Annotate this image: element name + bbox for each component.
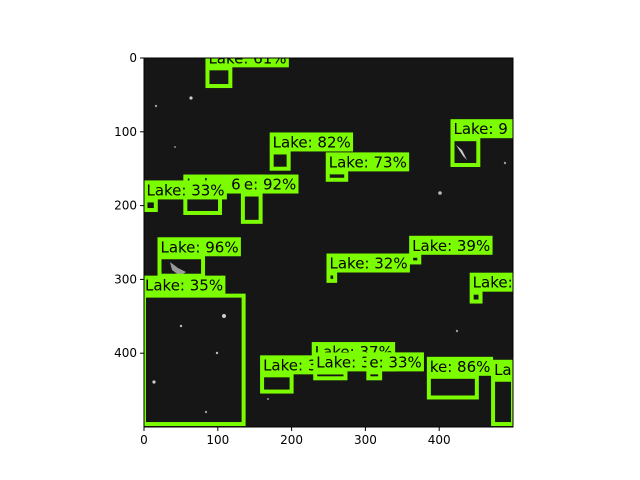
axes-frame [143,57,514,428]
detection: Lake: 33% [144,180,227,213]
detection: Lake: 73% [325,152,410,182]
detection-label-bg [144,275,226,295]
detection-box [325,170,349,182]
detection: Lake: 82% [269,132,354,171]
detection-box [269,150,291,171]
y-tick-label: 200 [114,199,137,213]
detection: ke: 86% [426,356,494,400]
detection: e: 92% [240,174,299,224]
y-tick-label: 400 [114,346,137,360]
detection: Lake: 61% [205,49,289,89]
detection-label: Lake: 33% [146,181,224,199]
detection-label: Lake: 96% [160,238,238,256]
x-axis-ticks: 0 100 200 300 400 [140,427,451,447]
x-tick-label: 400 [428,433,451,447]
detection: Lake: 9 [450,119,513,168]
y-tick-label: 0 [129,51,137,65]
detection-label-bg [409,235,493,255]
detection-label: Lake: [473,274,513,292]
detection-box [450,137,481,168]
detection-label-bg [326,253,410,273]
detection-label: Lake: 82% [273,133,351,151]
detection-box [469,290,483,304]
detection-box [491,377,513,427]
detection-box [366,370,383,381]
detection-label: e: 33% [369,353,421,371]
x-tick-label: 0 [140,433,148,447]
detection-box [313,370,348,381]
detection-label-bg [157,237,241,257]
detection-label: Lake: 32% [330,254,408,272]
detection-box [326,271,338,283]
y-tick-label: 100 [114,125,137,139]
detection-label: Lake: 61% [208,49,286,67]
detection: Lake: [469,272,513,304]
detection-label-bg [325,152,410,172]
detection-label: Lake: 9 [453,120,507,138]
detection-label-bg [450,119,513,139]
detection-label: e: 92% [244,176,296,194]
detection-box [144,198,158,213]
detection-box [260,373,294,394]
detection-box [426,374,479,400]
detection-label: Lake: 73% [329,153,407,171]
detection-label-bg [269,132,354,152]
y-tick-label: 300 [114,272,137,286]
detection-box [240,192,263,224]
detection: Lake: 35% [144,275,246,427]
detection-label: La [494,361,512,379]
detection-label: Lake: 39% [412,237,490,255]
x-tick-label: 100 [206,433,229,447]
detection: e: 33% [366,352,424,381]
detection-boxes: Lake: 61% Lake: 9 Lake: 82% Lake: 73% Lake: … [144,49,513,427]
detection-label: Lake: 35% [145,277,223,295]
detection-box [205,66,233,89]
detection-label-bg [366,352,424,372]
detection-label-bg [491,359,513,379]
y-axis-ticks: 0 100 200 300 400 [114,51,144,360]
x-tick-label: 200 [280,433,303,447]
detection: La [491,359,513,427]
detection-label-bg [205,58,289,68]
detection-label-bg [469,272,513,292]
detection-label-bg [144,180,227,200]
detection-box [144,293,246,427]
detection-label: ke: 86% [430,358,491,376]
detection: Lake: 39% [409,235,493,265]
detection-label-bg [240,174,299,194]
detection: Lake: 32% [326,253,410,283]
x-tick-label: 300 [354,433,377,447]
detection-box [409,253,422,265]
detection-label-bg [426,356,494,376]
